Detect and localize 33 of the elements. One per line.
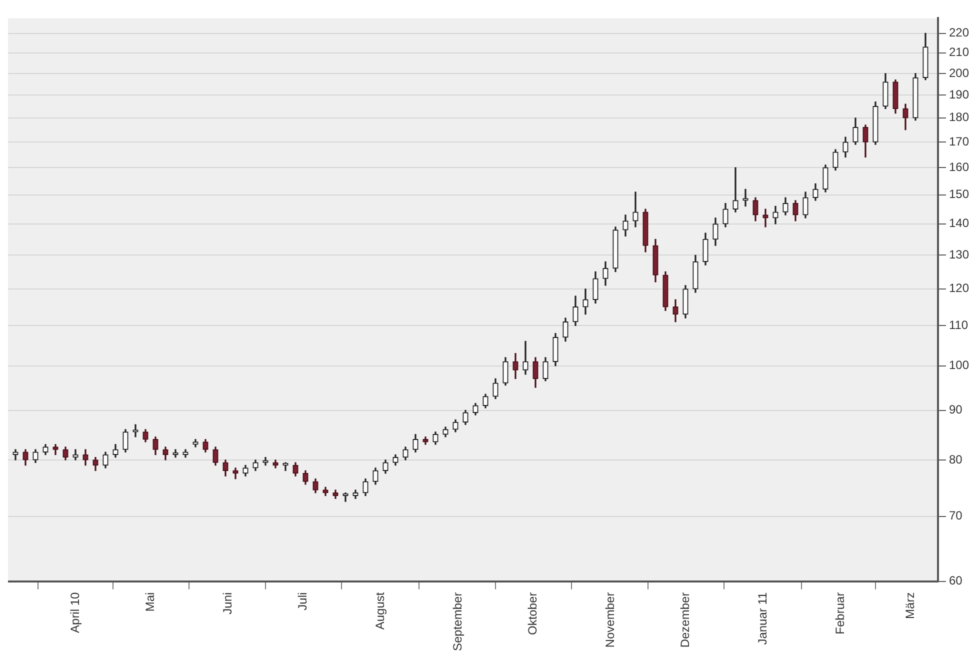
y-tick-label: 130 [948,247,970,262]
x-tick-label: Dezember [678,592,692,648]
x-tick-label: Februar [832,592,847,634]
candlestick [732,167,738,212]
x-tick-label: Januar 11 [755,592,770,645]
y-tick-label: 200 [948,66,970,80]
y-tick-label: 60 [948,574,963,588]
y-tick-label: 160 [948,160,970,174]
x-tick-label: September [450,592,464,652]
x-tick-label: Oktober [525,592,540,635]
x-tick-label: Juli [295,592,310,610]
x-tick-label: Juni [220,592,234,614]
y-tick-label: 110 [948,318,968,332]
y-tick-label: 100 [948,358,970,372]
y-tick-label: 120 [948,281,970,296]
candlestick [742,188,748,207]
candlestick [762,208,768,228]
x-tick-label: März [902,592,917,619]
y-tick-label: 70 [948,508,963,523]
y-tick-label: 180 [948,110,970,124]
x-tick-label: November [602,592,617,648]
y-tick-label: 150 [948,187,970,202]
y-tick-label: 80 [948,452,963,466]
x-tick-label: August [372,592,387,630]
y-tick-label: 220 [948,26,970,40]
candlestick [632,192,638,228]
x-tick-label: April 10 [68,592,82,633]
y-tick-label: 170 [948,134,970,148]
y-tick-label: 90 [948,402,963,417]
y-tick-label: 190 [948,87,970,102]
x-tick-label: Mai [142,592,157,612]
y-tick-label: 140 [948,216,970,230]
y-tick-label: 210 [948,45,970,60]
